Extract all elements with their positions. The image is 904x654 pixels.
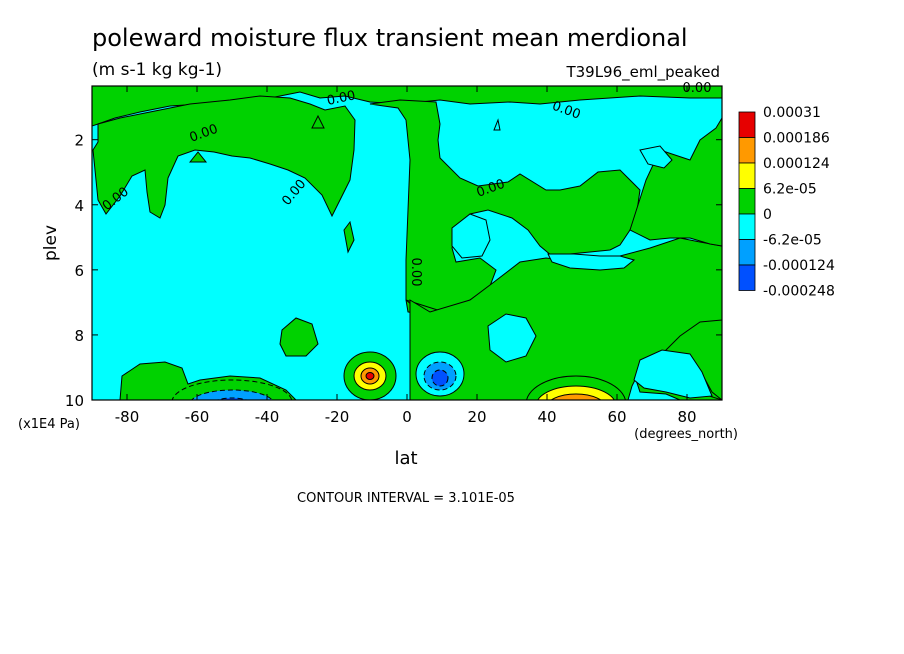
contour-interval: CONTOUR INTERVAL = 3.101E-05: [297, 491, 515, 506]
x-tick-label: -80: [115, 408, 140, 426]
x-axis-units: (degrees_north): [634, 427, 738, 442]
colorbar-label: -0.000248: [763, 284, 835, 300]
x-tick-label: -60: [185, 408, 210, 426]
small-contour: [493, 118, 501, 131]
chart-units: (m s-1 kg kg-1): [92, 60, 222, 80]
x-tick-label: -20: [325, 408, 350, 426]
y-tick-label: 8: [74, 327, 84, 345]
colorbar-label: 0.000124: [763, 156, 830, 172]
colorbar-label: 0.00031: [763, 105, 821, 121]
colorbar-swatch: [738, 162, 756, 189]
colorbar-swatch: [738, 213, 756, 240]
small-contour: [311, 114, 325, 129]
colorbar-swatch: [738, 188, 756, 215]
y-tick-label: 6: [74, 262, 84, 280]
colorbar-label: -0.000124: [763, 258, 835, 274]
contour-label: 0.00: [408, 258, 423, 287]
colorbar-swatch: [738, 239, 756, 266]
colorbar-label: 0.000186: [763, 131, 830, 147]
colorbar-swatch: [738, 264, 756, 291]
x-tick-label: 60: [607, 408, 626, 426]
y-tick-label: 4: [74, 197, 84, 215]
contour-label: 0.00: [683, 81, 712, 96]
plot-area: 0.000.000.00 0.000.000.000.000.00: [91, 81, 723, 401]
y-axis: 2 4 6 8 10: [65, 132, 722, 410]
colorbar-label: 6.2e-05: [763, 182, 817, 198]
dataset-label: T39L96_eml_peaked: [565, 63, 720, 82]
negative-core-center: [415, 351, 465, 397]
positive-core-north: [526, 375, 626, 400]
y-tick-label: 2: [74, 132, 84, 150]
x-tick-label: 80: [677, 408, 696, 426]
x-axis: -80 -60 -40 -20 0 20 40 60 80: [115, 86, 697, 426]
x-axis-label: lat: [394, 448, 417, 469]
small-contour: [188, 151, 208, 163]
x-tick-label: 0: [402, 408, 412, 426]
x-tick-label: 40: [537, 408, 556, 426]
negative-holes: [451, 145, 713, 399]
colorbar-swatch: [738, 137, 756, 164]
positive-core-left: [343, 351, 397, 400]
chart-title: poleward moisture flux transient mean me…: [92, 24, 688, 52]
y-axis-label: plev: [41, 225, 61, 261]
colorbar-label: -6.2e-05: [763, 233, 822, 249]
x-tick-label: -40: [255, 408, 280, 426]
y-axis-units: (x1E4 Pa): [18, 417, 80, 432]
colorbar: 0.00031 0.000186 0.000124 6.2e-05 0 -6.2e-05 -…: [738, 105, 835, 300]
negative-core-south: [171, 379, 293, 400]
y-tick-label: 10: [65, 392, 84, 410]
x-tick-label: 20: [467, 408, 486, 426]
contour-label: 0.00: [326, 88, 357, 109]
colorbar-label: 0: [763, 207, 772, 223]
colorbar-swatch: [738, 111, 756, 138]
